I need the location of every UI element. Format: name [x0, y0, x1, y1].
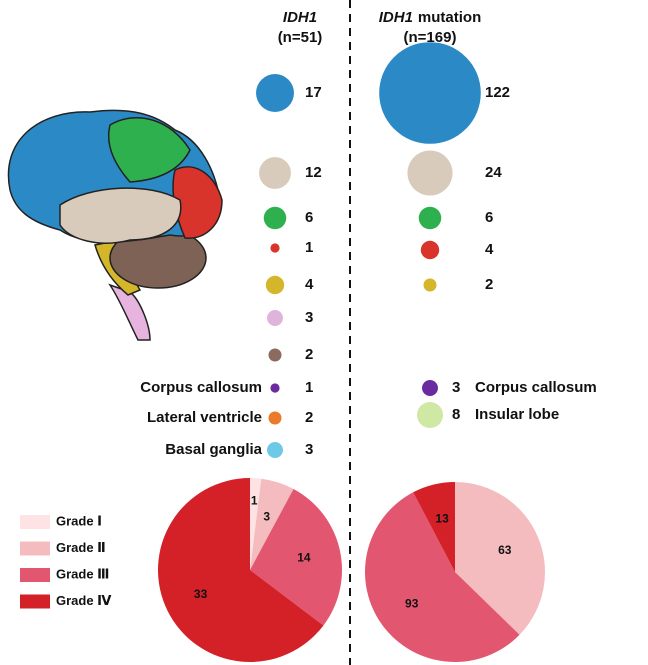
pie-slice — [157, 478, 324, 662]
pie-label: 3 — [263, 510, 270, 524]
value-label: 1 — [305, 239, 313, 256]
legend-swatch — [20, 541, 50, 556]
parietal-lobe — [108, 117, 191, 183]
bubble — [270, 383, 280, 393]
region-label: Insular lobe — [475, 406, 559, 423]
bubble — [268, 411, 282, 425]
value-label: 24 — [485, 164, 502, 181]
spinal-cord — [108, 283, 151, 341]
bubble — [270, 243, 280, 253]
pie-slice — [413, 482, 455, 572]
legend-label: Grade Ⅲ — [56, 566, 109, 581]
temporal-lobe — [59, 187, 182, 244]
region-label: Basal ganglia — [165, 441, 262, 458]
region-label: Corpus callosum — [475, 379, 597, 396]
column-title: IDH1 — [283, 9, 317, 26]
value-label: 17 — [305, 84, 322, 101]
pie-slice — [364, 492, 520, 663]
pie-label: 93 — [405, 596, 419, 610]
column-subtitle: (n=169) — [404, 29, 457, 46]
value-label: 2 — [305, 409, 313, 426]
legend-swatch — [20, 594, 50, 609]
value-label: 4 — [485, 241, 494, 258]
column-subtitle: (n=51) — [278, 29, 323, 46]
title-suffix: mutation — [418, 9, 481, 26]
pie-slice — [250, 488, 342, 626]
bubble — [267, 310, 283, 326]
region-label: Lateral ventricle — [147, 409, 262, 426]
value-label: 4 — [305, 276, 314, 293]
region-label: Corpus callosum — [140, 379, 262, 396]
bubble — [256, 74, 294, 112]
legend-swatch — [20, 568, 50, 582]
pie-slice — [455, 482, 545, 635]
title-gene: IDH1 — [379, 9, 413, 26]
legend-label: Grade Ⅱ — [56, 540, 106, 555]
value-label: 12 — [305, 164, 322, 181]
value-label: 1 — [305, 379, 313, 396]
bubble — [422, 380, 438, 396]
value-label: 6 — [485, 209, 493, 226]
pie-label: 14 — [297, 550, 311, 564]
bubble — [407, 150, 453, 196]
legend-swatch — [20, 515, 50, 529]
pie-slice — [250, 478, 262, 570]
value-label: 3 — [305, 309, 313, 326]
value-label: 2 — [305, 346, 313, 363]
bubble — [263, 206, 287, 230]
value-label: 122 — [485, 84, 510, 101]
bubble — [259, 157, 291, 189]
bubble — [418, 206, 442, 230]
bubble — [416, 401, 444, 429]
pie-label: 1 — [251, 493, 258, 507]
brain-illustration — [7, 109, 223, 341]
value-label: 3 — [452, 379, 460, 396]
bubble — [268, 348, 282, 362]
bubble — [420, 240, 440, 260]
pie-slice — [250, 478, 294, 570]
value-label: 3 — [305, 441, 313, 458]
bubble — [423, 278, 437, 292]
value-label: 6 — [305, 209, 313, 226]
pie-label: 13 — [435, 512, 449, 526]
bubble — [379, 42, 481, 144]
legend-label: Grade Ⅰ — [56, 513, 102, 528]
legend-label: Grade Ⅳ — [56, 593, 112, 608]
pie-label: 33 — [194, 587, 208, 601]
bubble — [265, 275, 285, 295]
pie-label: 63 — [498, 543, 512, 557]
value-label: 2 — [485, 276, 493, 293]
value-label: 8 — [452, 406, 460, 423]
bubble — [267, 442, 283, 458]
column-title: IDH1 mutation — [379, 9, 482, 26]
